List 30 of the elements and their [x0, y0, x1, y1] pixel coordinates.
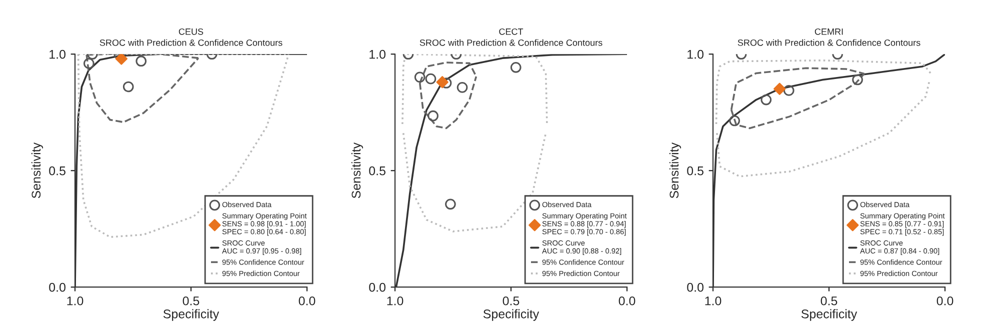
- x-axis-title: Specificity: [163, 309, 220, 321]
- x-tick-label: 0.0: [618, 296, 636, 306]
- y-tick-label: 0.0: [687, 282, 704, 292]
- x-tick-label: 1.0: [705, 296, 722, 306]
- x-tick-label: 1.0: [387, 296, 404, 306]
- y-tick-label: 0.5: [687, 166, 704, 176]
- y-tick-label: 0.5: [369, 166, 386, 176]
- y-tick-label: 1.0: [370, 50, 386, 59]
- y-tick-label: 0.0: [49, 282, 66, 292]
- chart-subtitle: SROC with Prediction & Confidence Contours: [100, 39, 282, 46]
- y-tick-label: 0.5: [49, 166, 66, 176]
- y-tick-label: 1.0: [50, 50, 66, 59]
- x-tick-label: 0.5: [182, 296, 200, 306]
- x-axis-title: Specificity: [483, 309, 540, 321]
- x-tick-label: 0.0: [298, 296, 316, 306]
- chart-subtitle: SROC with Prediction & Confidence Contours: [738, 39, 920, 46]
- x-tick-label: 1.0: [67, 296, 84, 306]
- y-axis-title: Sensitivity: [669, 142, 682, 198]
- chart-subtitle: SROC with Prediction & Confidence Contours: [420, 39, 602, 46]
- x-tick-label: 0.5: [502, 296, 520, 306]
- y-axis-title: Sensitivity: [351, 142, 364, 198]
- x-tick-label: 0.5: [820, 296, 838, 306]
- chart-title: CEUS: [178, 28, 204, 35]
- y-tick-label: 1.0: [688, 50, 704, 59]
- y-axis-title: Sensitivity: [31, 142, 44, 198]
- y-tick-label: 0.0: [369, 282, 386, 292]
- chart-title: CECT: [499, 28, 524, 35]
- x-tick-label: 0.0: [936, 296, 954, 306]
- x-axis-title: Specificity: [801, 309, 858, 321]
- chart-title: CEMRI: [814, 28, 843, 35]
